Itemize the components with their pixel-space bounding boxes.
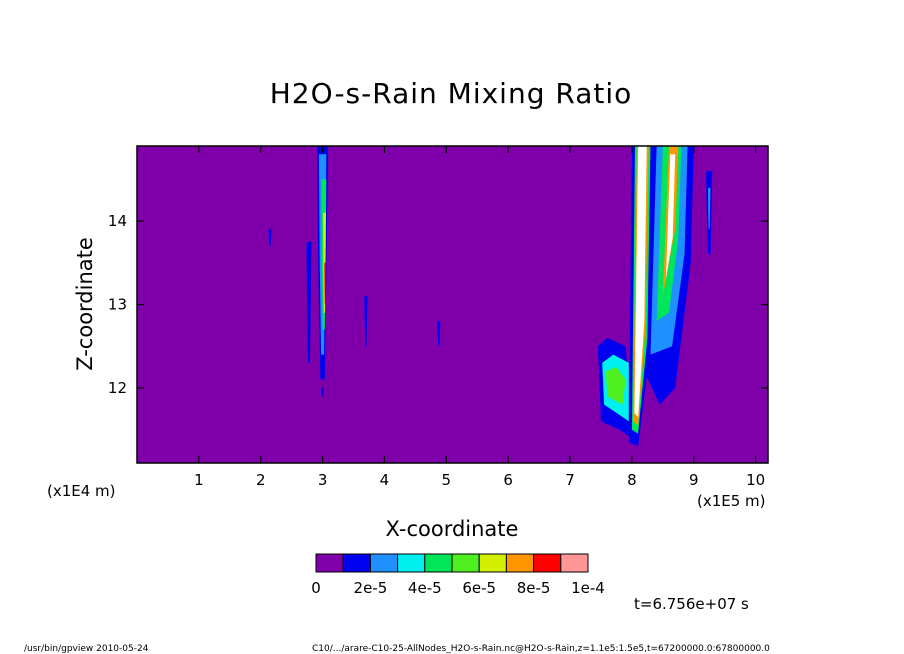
x-tick-label: 4 [380,471,390,489]
colorbar-swatch [505,553,535,573]
x-tick-label: 8 [627,471,637,489]
x-axis-ticks: 1 2 3 4 5 6 7 8 9 10 [194,146,765,489]
colorbar-label: 2e-5 [354,579,388,597]
colorbar-swatch [424,553,453,573]
right-shoulder-level-5 [605,367,626,405]
y-tick-label: 13 [108,296,127,314]
y-tick-label: 14 [108,212,127,230]
x-tick-label: 10 [746,471,765,489]
colorbar-swatch [315,553,344,573]
right-plume-far-core [708,187,711,230]
colorbar-label: 0 [311,579,321,597]
chart-title: H2O-s-Rain Mixing Ratio [270,77,633,110]
rain-speck [364,296,368,347]
time-label: t=6.756e+07 s [634,595,749,613]
colorbar-swatch [369,553,399,573]
rain-speck [268,229,272,247]
colorbar-swatch [451,553,480,573]
footer-left: /usr/bin/gpview 2010-05-24 [24,644,149,654]
x-axis-label: X-coordinate [386,517,519,541]
x-tick-label: 5 [442,471,452,489]
colorbar-swatch [560,553,589,573]
x-tick-label: 6 [503,471,513,489]
colorbar-swatch [478,553,507,573]
x-scale-label: (x1E5 m) [697,492,766,510]
x-tick-label: 7 [565,471,575,489]
y-tick-label: 12 [108,379,127,397]
x-tick-label: 1 [194,471,204,489]
rain-speck [437,321,441,347]
rain-speck [306,241,312,363]
main-column-above-max [634,146,647,418]
rain-speck [321,387,325,397]
footer-right: C10/.../arare-C10-25-AllNodes_H2O-s-Rain… [312,644,770,654]
y-axis-label: Z-coordinate [73,237,97,371]
contour-fields [268,146,713,447]
colorbar-label: 1e-4 [571,579,605,597]
right-plumes-above-max [665,154,676,280]
colorbar-label: 6e-5 [462,579,496,597]
colorbar: 0 2e-5 4e-5 6e-5 8e-5 1e-4 [311,553,605,597]
colorbar-swatch [342,553,371,573]
x-tick-label: 9 [689,471,699,489]
colorbar-swatch [533,553,562,573]
colorbar-label: 8e-5 [517,579,551,597]
y-scale-label: (x1E4 m) [47,482,116,500]
colorbar-label: 4e-5 [408,579,442,597]
y-axis-ticks: 12 13 14 [108,212,768,397]
colorbar-swatch [397,553,426,573]
left-streak-level-8 [324,262,326,305]
x-tick-label: 2 [256,471,266,489]
x-tick-label: 3 [318,471,328,489]
